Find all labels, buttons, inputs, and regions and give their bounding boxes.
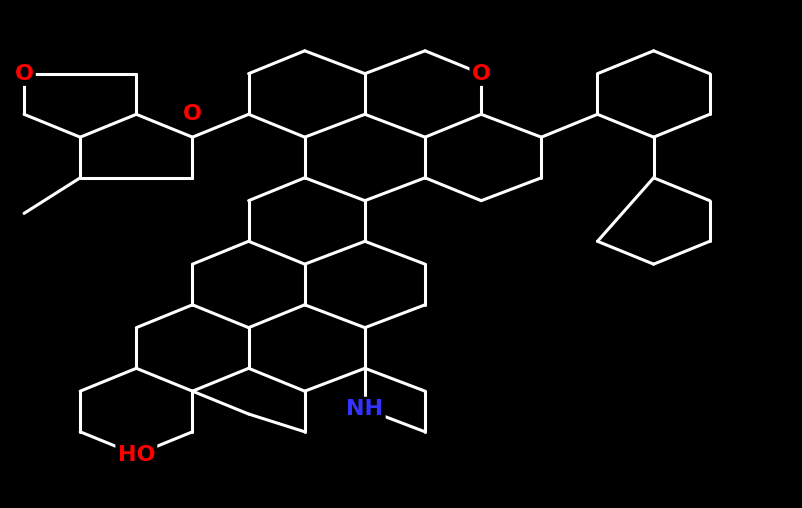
Text: NH: NH <box>346 399 383 419</box>
Text: O: O <box>14 64 34 84</box>
Text: O: O <box>183 104 202 124</box>
Text: HO: HO <box>118 444 155 465</box>
Text: O: O <box>472 64 491 84</box>
